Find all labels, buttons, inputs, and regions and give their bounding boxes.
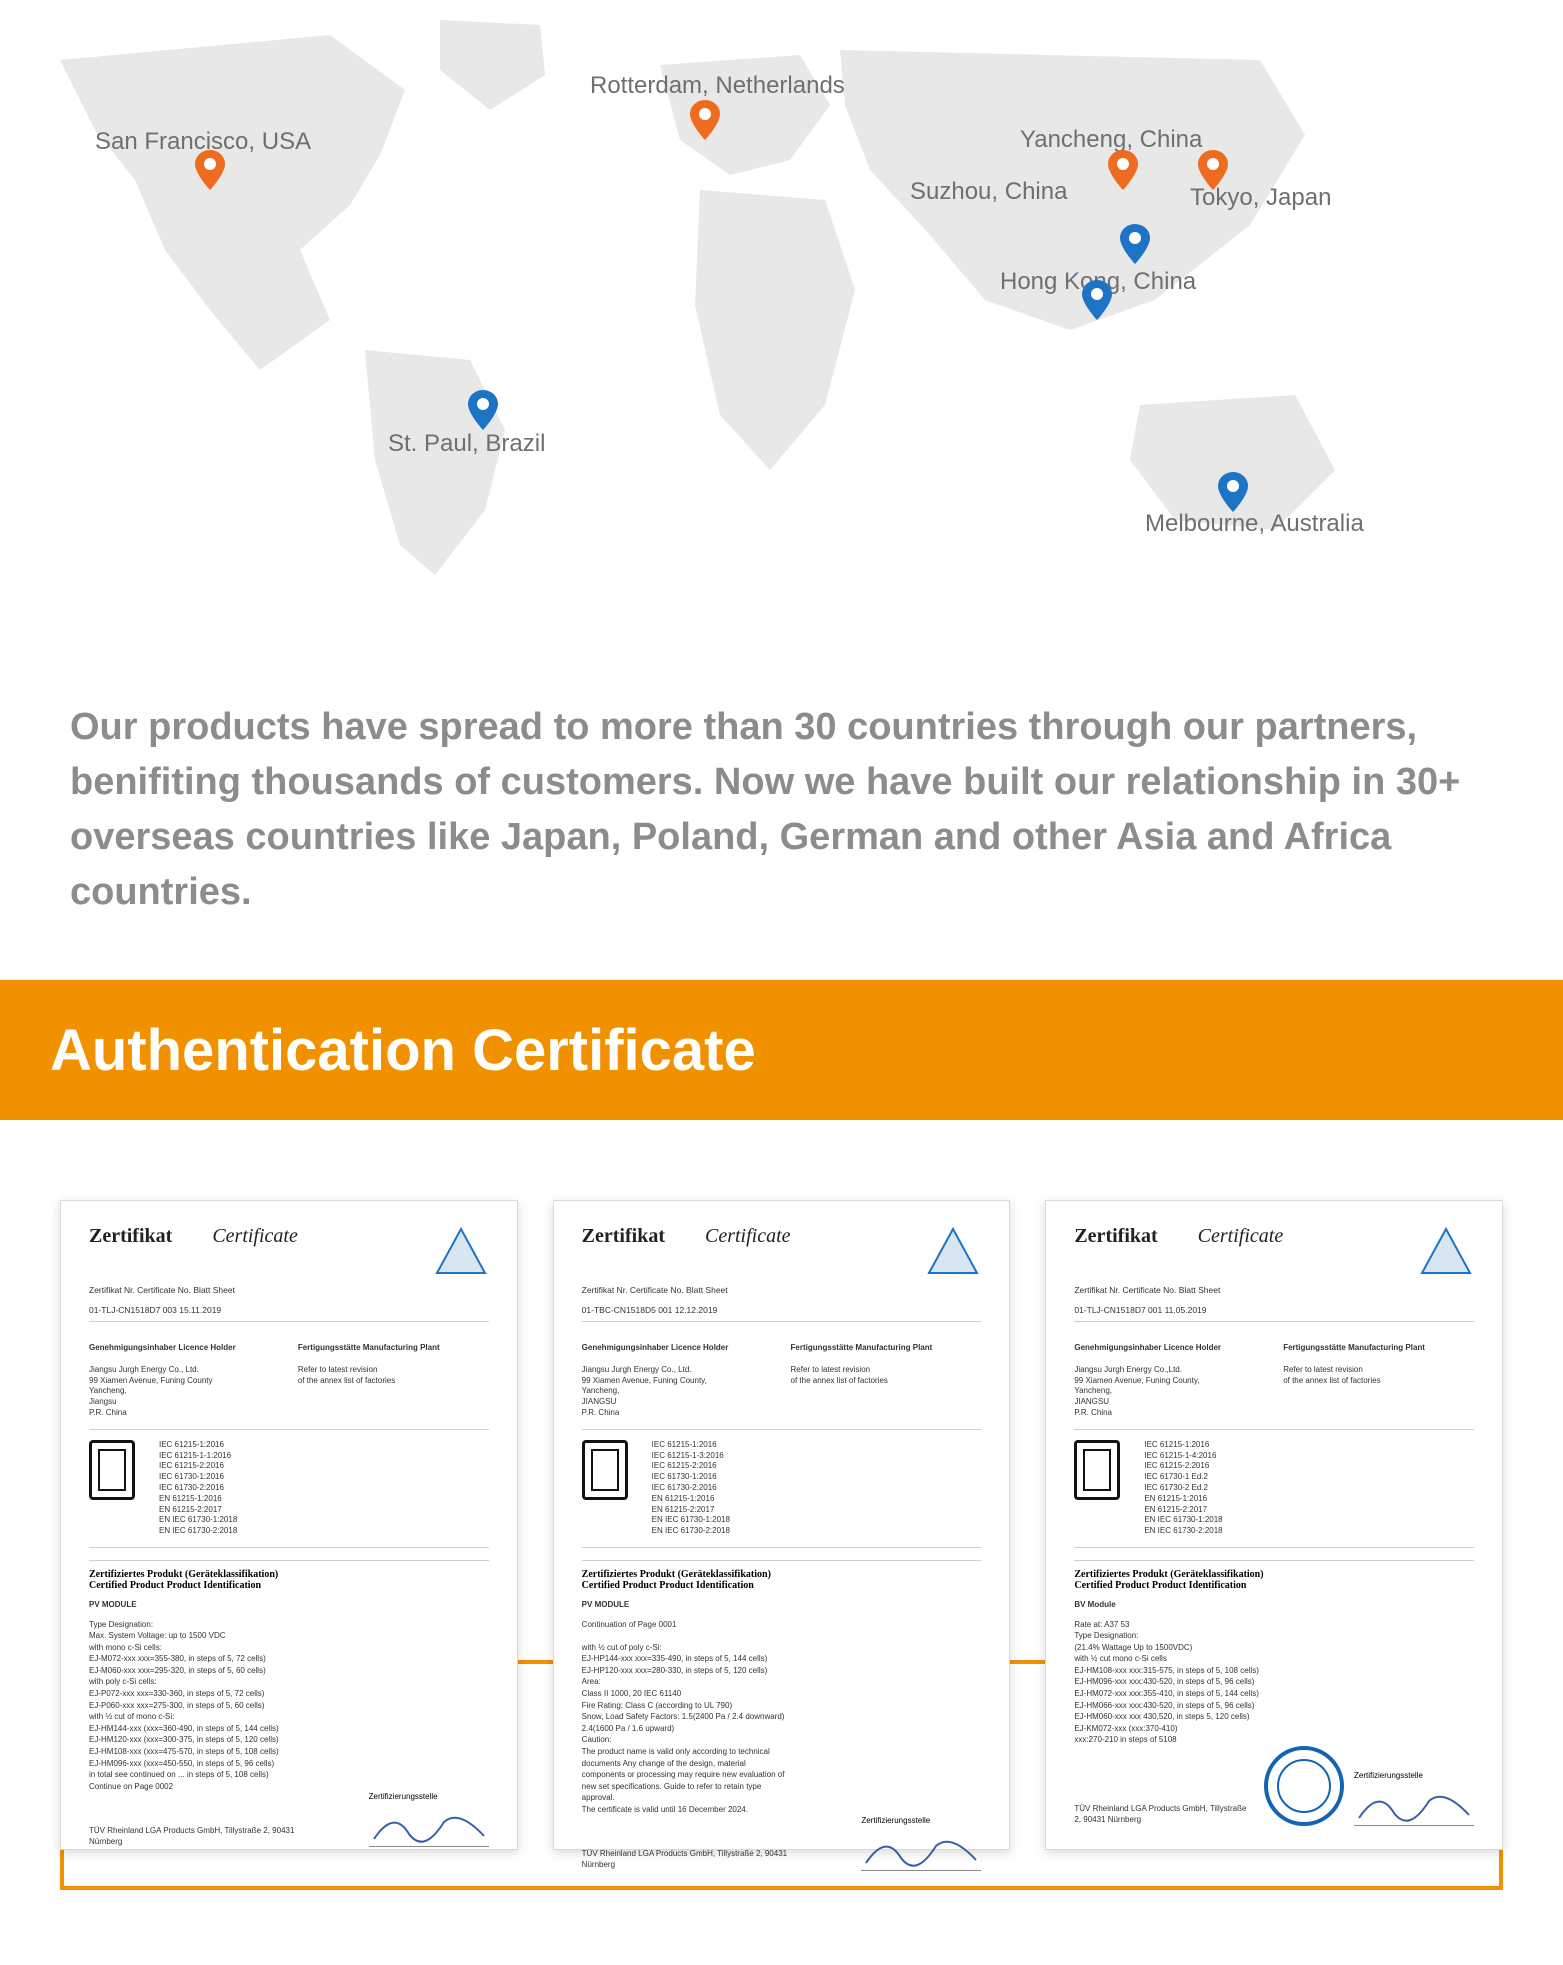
- cert-details: Type Designation: Max. System Voltage: u…: [89, 1619, 489, 1793]
- certificate-card: Zertifikat Certificate Zertifikat Nr. Ce…: [553, 1200, 1011, 1850]
- test-mark-icon: [1074, 1440, 1120, 1500]
- cert-prod-hdr: Zertifiziertes Produkt (Geräteklassifika…: [89, 1560, 489, 1591]
- cert-title-en: Certificate: [1198, 1225, 1284, 1248]
- cert-title-en: Certificate: [212, 1225, 298, 1248]
- map-pin-ml: [1218, 472, 1248, 512]
- section-header: Authentication Certificate: [0, 980, 1563, 1120]
- cert-sig-label: Zertifizierungsstelle: [861, 1816, 981, 1825]
- map-pin-sz: [1120, 224, 1150, 264]
- cert-title-en: Certificate: [705, 1225, 791, 1248]
- map-pin-tk: [1198, 150, 1228, 190]
- cert-subline: Zertifikat Nr. Certificate No. Blatt She…: [89, 1285, 489, 1295]
- cert-holder: Jiangsu Jurgh Energy Co., Ltd. 99 Xiamen…: [582, 1365, 707, 1417]
- cert-subline: Zertifikat Nr. Certificate No. Blatt She…: [582, 1285, 982, 1295]
- map-pin-rt: [690, 100, 720, 140]
- map-label-sp: St. Paul, Brazil: [388, 430, 545, 458]
- cert-ref: 01-TLJ-CN1518D7 001 11.05.2019: [1074, 1305, 1474, 1322]
- map-pin-yc: [1108, 150, 1138, 190]
- cert-plant-label: Fertigungsstätte Manufacturing Plant: [298, 1343, 440, 1352]
- signature-icon: [861, 1825, 981, 1871]
- cert-sig-label: Zertifizierungsstelle: [1354, 1771, 1474, 1780]
- stamp-icon: [1264, 1746, 1344, 1826]
- cert-details: Rate at: A37 53 Type Designation: (21.4%…: [1074, 1619, 1474, 1747]
- map-pin-hk: [1082, 280, 1112, 320]
- cert-holder-label: Genehmigungsinhaber Licence Holder: [1074, 1343, 1221, 1352]
- cert-module: PV MODULE: [89, 1600, 137, 1609]
- cert-codes: IEC 61215-1:2016 IEC 61215-1-4:2016 IEC …: [1144, 1440, 1222, 1537]
- cert-holder: Jiangsu Jurgh Energy Co., Ltd. 99 Xiamen…: [89, 1365, 213, 1417]
- cert-module: PV MODULE: [582, 1600, 630, 1609]
- cert-module: BV Module: [1074, 1600, 1115, 1609]
- certificate-card: Zertifikat Certificate Zertifikat Nr. Ce…: [1045, 1200, 1503, 1850]
- cert-sig-label: Zertifizierungsstelle: [369, 1792, 489, 1801]
- world-map: San Francisco, USA Rotterdam, Netherland…: [0, 0, 1563, 620]
- cert-holder: Jiangsu Jurgh Energy Co.,Ltd. 99 Xiamen …: [1074, 1365, 1199, 1417]
- cert-plant: Refer to latest revision of the annex li…: [791, 1365, 888, 1385]
- cert-codes: IEC 61215-1:2016 IEC 61215-1-1:2016 IEC …: [159, 1440, 237, 1537]
- map-label-sz: Suzhou, China: [910, 178, 1067, 206]
- cert-title-de: Zertifikat: [1074, 1225, 1157, 1248]
- cert-ref: 01-TBC-CN1518D5 001 12.12.2019: [582, 1305, 982, 1322]
- map-pin-sf: [195, 150, 225, 190]
- cert-plant: Refer to latest revision of the annex li…: [298, 1365, 395, 1385]
- certificate-card: Zertifikat Certificate Zertifikat Nr. Ce…: [60, 1200, 518, 1850]
- cert-prod-hdr: Zertifiziertes Produkt (Geräteklassifika…: [582, 1560, 982, 1591]
- signature-icon: [369, 1801, 489, 1847]
- signature-icon: [1354, 1780, 1474, 1826]
- tuv-logo-icon: [925, 1225, 981, 1281]
- map-pin-sp: [468, 390, 498, 430]
- cert-subline: Zertifikat Nr. Certificate No. Blatt She…: [1074, 1285, 1474, 1295]
- cert-ref: 01-TLJ-CN1518D7 003 15.11.2019: [89, 1305, 489, 1322]
- tuv-logo-icon: [1418, 1225, 1474, 1281]
- test-mark-icon: [582, 1440, 628, 1500]
- cert-details: Continuation of Page 0001 with ½ cut of …: [582, 1619, 982, 1816]
- cert-footer-line: TÜV Rheinland LGA Products GmbH, Tillyst…: [1074, 1804, 1254, 1826]
- test-mark-icon: [89, 1440, 135, 1500]
- cert-footer-line: TÜV Rheinland LGA Products GmbH, Tillyst…: [582, 1849, 802, 1871]
- map-label-ml: Melbourne, Australia: [1145, 510, 1364, 538]
- cert-footer-line: TÜV Rheinland LGA Products GmbH, Tillyst…: [89, 1826, 309, 1848]
- map-label-rt: Rotterdam, Netherlands: [590, 72, 845, 100]
- section-header-text: Authentication Certificate: [50, 1017, 756, 1084]
- cert-holder-label: Genehmigungsinhaber Licence Holder: [89, 1343, 236, 1352]
- cert-plant: Refer to latest revision of the annex li…: [1283, 1365, 1380, 1385]
- cert-holder-label: Genehmigungsinhaber Licence Holder: [582, 1343, 729, 1352]
- cert-prod-hdr: Zertifiziertes Produkt (Geräteklassifika…: [1074, 1560, 1474, 1591]
- certificate-grid: Zertifikat Certificate Zertifikat Nr. Ce…: [0, 1120, 1563, 1950]
- cert-title-de: Zertifikat: [582, 1225, 665, 1248]
- cert-plant-label: Fertigungsstätte Manufacturing Plant: [1283, 1343, 1425, 1352]
- cert-codes: IEC 61215-1:2016 IEC 61215-1-3:2016 IEC …: [652, 1440, 730, 1537]
- cert-plant-label: Fertigungsstätte Manufacturing Plant: [791, 1343, 933, 1352]
- cert-title-de: Zertifikat: [89, 1225, 172, 1248]
- description-text: Our products have spread to more than 30…: [0, 620, 1563, 980]
- tuv-logo-icon: [433, 1225, 489, 1281]
